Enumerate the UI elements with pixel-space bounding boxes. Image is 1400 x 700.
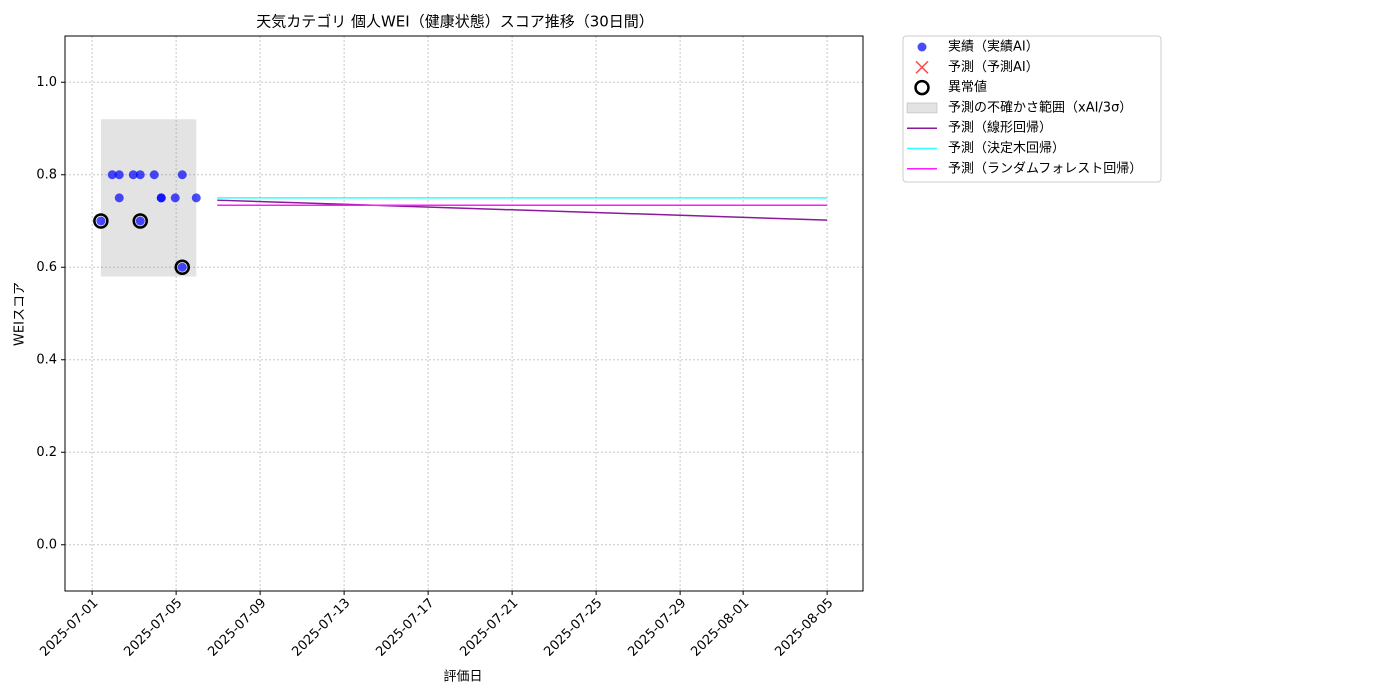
y-tick-label: 0.8 xyxy=(36,167,57,182)
actual-point xyxy=(149,170,159,180)
x-tick-label: 2025-07-17 xyxy=(373,596,437,660)
x-tick-label: 2025-08-01 xyxy=(688,596,752,660)
x-tick-label: 2025-07-21 xyxy=(457,596,521,660)
plot-frame xyxy=(64,35,864,592)
legend-label: 実績（実績AI） xyxy=(948,39,1039,55)
y-axis-label: WEIスコア xyxy=(13,282,28,346)
x-tick-label: 2025-07-25 xyxy=(541,596,605,660)
y-tick-label: 0.2 xyxy=(36,445,57,460)
legend-label: 予測（決定木回帰） xyxy=(948,140,1065,156)
legend-swatch xyxy=(914,79,930,96)
x-tick-label: 2025-07-09 xyxy=(205,596,269,660)
actual-point xyxy=(177,170,187,180)
legend-label: 異常値 xyxy=(948,79,987,95)
actual-point xyxy=(170,193,180,203)
legend-label: 予測（予測AI） xyxy=(948,60,1039,75)
actual-point xyxy=(107,170,117,180)
legend-label: 予測（線形回帰） xyxy=(948,120,1052,136)
actual-point xyxy=(114,193,124,203)
actual-point xyxy=(96,216,106,226)
legend-swatch xyxy=(906,102,938,114)
uncertainty-band xyxy=(100,119,197,277)
actual-point xyxy=(191,193,201,203)
x-tick-label: 2025-07-01 xyxy=(37,596,101,660)
actual-point xyxy=(156,193,166,203)
x-tick-label: 2025-07-29 xyxy=(625,596,689,660)
x-tick-label: 2025-08-05 xyxy=(772,596,836,660)
y-tick-label: 0.4 xyxy=(36,352,57,367)
actual-point xyxy=(135,216,145,226)
anomaly-marker xyxy=(132,213,148,229)
chart-title: 天気カテゴリ 個人WEI（健康状態）スコア推移（30日間） xyxy=(256,13,654,31)
x-axis-label: 評価日 xyxy=(443,670,482,685)
actual-point xyxy=(128,170,138,180)
actual-point xyxy=(135,170,145,180)
anomaly-marker xyxy=(174,259,190,275)
y-tick-label: 0.6 xyxy=(36,260,57,275)
legend-swatch xyxy=(917,42,927,52)
x-tick-label: 2025-07-13 xyxy=(289,596,353,660)
y-tick-label: 0.0 xyxy=(36,537,57,552)
legend-box xyxy=(902,35,1162,183)
y-tick-label: 1.0 xyxy=(36,75,57,90)
legend-label: 予測（ランダムフォレスト回帰） xyxy=(948,160,1142,176)
legend-label: 予測の不確かさ範囲（xAI/3σ） xyxy=(948,99,1132,115)
anomaly-marker xyxy=(93,213,109,229)
x-tick-label: 2025-07-05 xyxy=(121,596,185,660)
actual-point xyxy=(177,262,187,272)
actual-point xyxy=(114,170,124,180)
legend-swatch xyxy=(915,60,929,74)
prediction-line xyxy=(217,199,828,221)
